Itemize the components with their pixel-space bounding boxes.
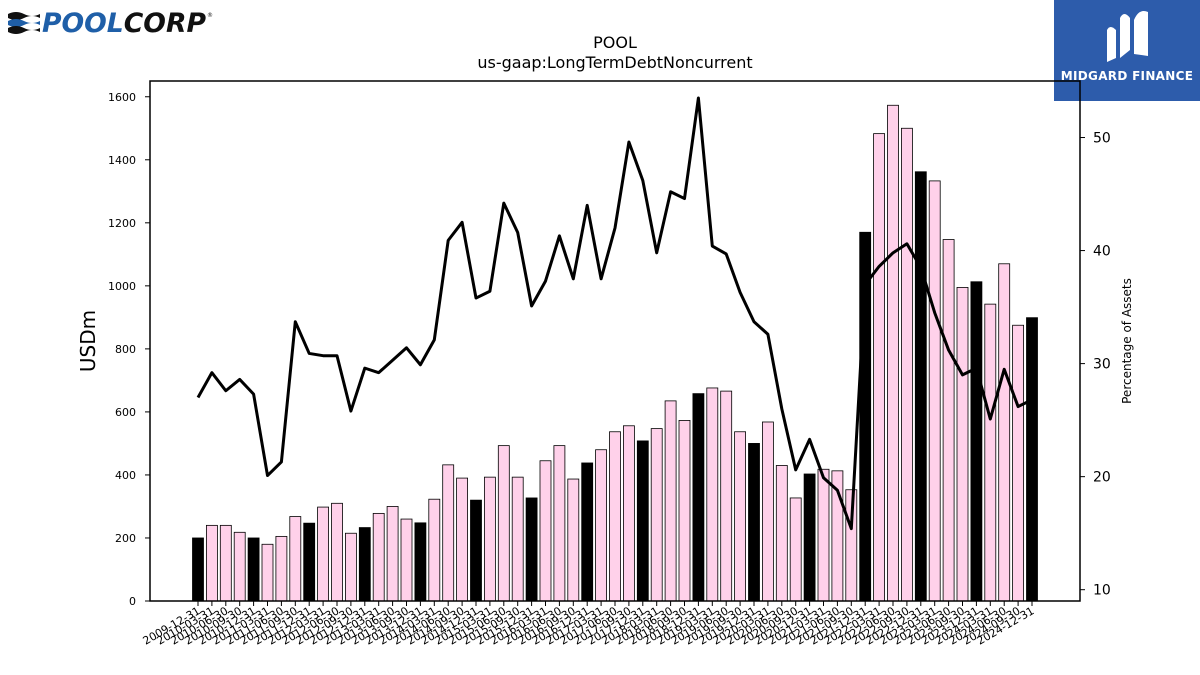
bar-2011-12-31 [303,522,316,602]
line-series [196,96,1033,531]
bar-2018-09-30 [678,420,691,602]
bar-2016-03-31 [539,460,552,602]
bar-2015-03-31 [483,476,496,602]
percentage-of-assets-line [196,96,1033,531]
bar-2019-03-31 [706,387,719,602]
bar-2018-12-31 [692,393,705,602]
bar-2017-12-31 [636,440,649,602]
bar-2023-09-30 [956,287,969,602]
bar-2013-09-30 [400,518,413,602]
bar-2011-03-31 [261,543,274,602]
bar-2014-06-30 [442,464,455,602]
midgard-logo-text: MIDGARD FINANCE [1060,69,1194,83]
bar-2015-12-31 [525,497,538,602]
y-axis-right: 10 20 30 40 50 [1080,131,1111,599]
chart-subtitle: us-gaap:LongTermDebtNoncurrent [477,53,752,72]
bar-2020-09-30 [789,497,802,602]
bar-2024-06-30 [998,263,1011,602]
bar-2019-12-31 [748,443,760,602]
bar-2019-06-30 [720,390,733,602]
bar-2013-06-30 [386,506,399,602]
bar-2013-03-31 [372,512,385,602]
y-tick-label: 400 [115,469,136,482]
y-tick-label: 1400 [108,154,136,167]
poolcorp-logo-text: POOLCORP [42,8,206,38]
bar-2019-09-30 [734,431,746,602]
bar-2022-06-30 [887,104,899,602]
bar-2024-09-30 [1012,324,1024,602]
midgard-finance-logo: MIDGARD FINANCE [1054,0,1200,101]
bar-2010-09-30 [233,531,246,602]
y-tick-label: 1200 [108,217,136,230]
y-tick-label: 1600 [108,91,136,104]
y-tick-label: 0 [129,595,136,608]
y-axis-label: USDm [76,310,100,372]
y-right-tick-label: 20 [1093,470,1111,486]
y-right-tick-label: 40 [1093,244,1111,260]
bar-2010-03-31 [205,524,218,602]
y-right-tick-label: 50 [1093,131,1111,147]
bar-2022-09-30 [901,127,913,602]
y-right-tick-label: 10 [1093,583,1111,599]
bar-2018-03-31 [650,428,663,602]
bar-2011-09-30 [289,516,302,602]
bar-2009-12-31 [192,537,204,602]
svg-text:®: ® [207,12,213,19]
bar-2022-03-31 [873,133,885,602]
bar-2010-06-30 [219,524,232,602]
bar-2014-03-31 [428,498,441,602]
bar-2024-12-31 [1026,317,1038,602]
bar-2022-12-31 [914,171,927,602]
bar-2020-06-30 [775,465,788,602]
bar-2020-03-31 [762,421,774,602]
bar-2017-09-30 [623,425,635,602]
bar-2016-12-31 [581,462,594,602]
bar-2023-03-31 [928,180,941,602]
bar-2012-06-30 [331,502,343,602]
y-axis-left: 0 200 400 600 800 1000 1200 1400 1600 [108,91,150,608]
bar-2014-12-31 [470,499,482,602]
bar-2010-12-31 [247,537,260,602]
poolcorp-wave-icon [8,12,40,34]
bar-2015-06-30 [497,445,510,602]
poolcorp-logo: POOLCORP ® [6,4,216,39]
bar-2024-03-31 [984,303,997,602]
bar-2018-06-30 [664,400,677,602]
y-right-tick-label: 30 [1093,357,1111,373]
y-tick-label: 1000 [108,280,136,293]
bar-2021-03-31 [817,468,830,602]
bar-2013-12-31 [414,522,427,602]
bar-2017-06-30 [609,431,621,602]
bar-2011-06-30 [275,535,288,602]
bar-2015-09-30 [511,476,524,602]
y-axis-right-label: Percentage of Assets [1120,278,1134,404]
bar-series [192,104,1038,602]
bar-2014-09-30 [456,477,469,602]
bar-2016-09-30 [567,478,580,602]
chart-title: POOL [593,33,637,52]
bar-2017-03-31 [595,449,607,602]
x-axis: 2009-12-312010-03-312010-06-302010-09-30… [141,601,1037,648]
bar-2012-09-30 [344,532,357,602]
y-tick-label: 200 [115,532,136,545]
bar-2023-06-30 [942,239,955,602]
y-tick-label: 800 [115,343,136,356]
bar-2020-12-31 [803,473,816,602]
bar-2016-06-30 [553,445,566,602]
bar-2023-12-31 [970,281,983,602]
bar-2012-12-31 [358,527,371,602]
midgard-mark-icon [1107,11,1148,62]
bar-2012-03-31 [317,506,330,602]
y-tick-label: 600 [115,406,136,419]
